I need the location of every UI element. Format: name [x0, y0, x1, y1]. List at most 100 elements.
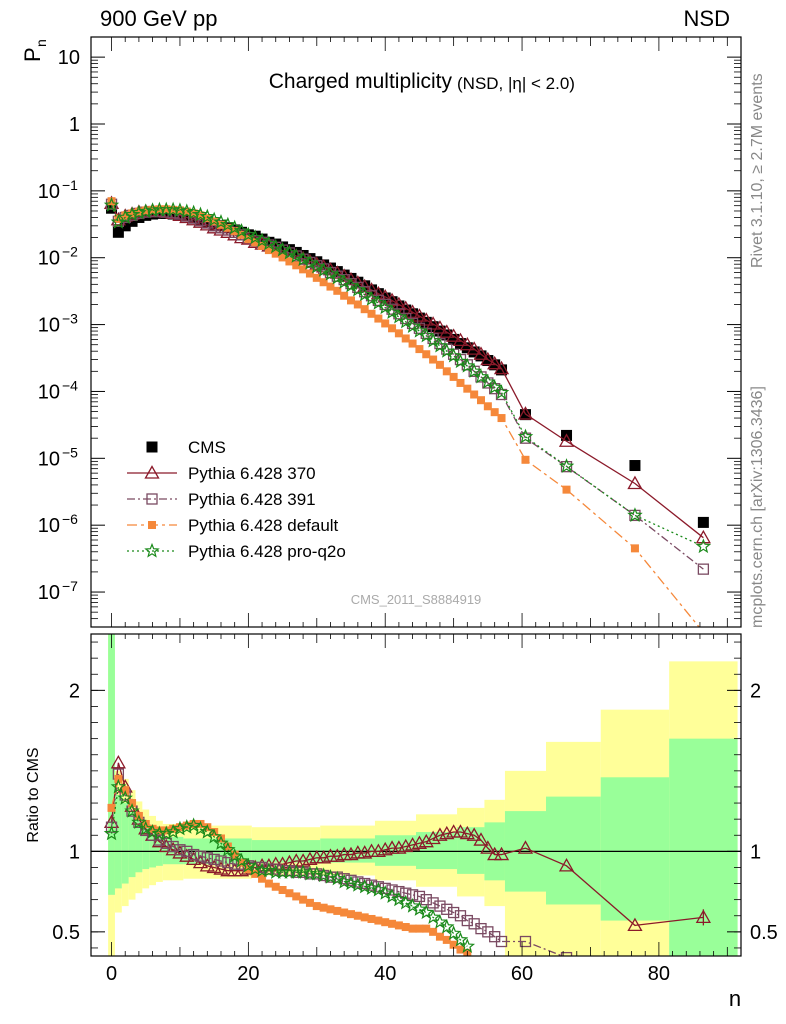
- y-tick-label: 10: [38, 248, 60, 270]
- pythia-6-428-default-ratio-point: [415, 924, 424, 933]
- pythia-6-428-pro-q2o-point: [558, 458, 575, 473]
- pythia-6-428-default-point: [699, 628, 707, 636]
- pythia-6-428-pro-q2o-point: [206, 211, 222, 227]
- chart-title: Charged multiplicity: [269, 70, 453, 93]
- pythia-6-428-default-ratio-point: [360, 913, 369, 922]
- pythia-6-428-pro-q2o-point: [517, 428, 534, 444]
- pythia-6-428-pro-q2o-point: [281, 244, 298, 260]
- pythia-6-428-pro-q2o-ratio-point: [110, 778, 127, 794]
- ratio-y-tick-label: 0.5: [52, 922, 80, 944]
- pythia-6-428-pro-q2o-ratio-point: [137, 820, 154, 836]
- pythia-6-428-370-ratio-point: [418, 833, 434, 848]
- pythia-6-428-default-point: [353, 300, 362, 309]
- pythia-6-428-default-point: [562, 485, 571, 494]
- pythia-6-428-default-point: [340, 291, 349, 300]
- pythia-6-428-391-ratio-point: [345, 874, 357, 886]
- pythia-6-428-391-ratio-point: [208, 853, 220, 866]
- pythia-6-428-391-ratio-point: [427, 897, 439, 909]
- pythia-6-428-default-point: [449, 372, 458, 381]
- pythia-6-428-391-ratio-point: [167, 840, 179, 853]
- x-tick-label: 80: [648, 963, 670, 985]
- pythia-6-428-default-ratio-point: [175, 823, 184, 832]
- pythia-6-428-pro-q2o-point: [452, 353, 469, 369]
- cms-point: [181, 210, 193, 222]
- pythia-6-428-pro-q2o-point: [315, 262, 332, 277]
- pythia-6-428-370-ratio-point: [206, 859, 222, 874]
- pythia-6-428-default-ratio-point: [408, 924, 417, 933]
- pythia-6-428-370-point: [357, 278, 373, 293]
- pythia-6-428-default-ratio-point: [223, 842, 232, 851]
- pythia-6-428-370-ratio-point: [558, 858, 575, 872]
- pythia-6-428-pro-q2o-point: [137, 203, 154, 219]
- pythia-6-428-370-point: [517, 406, 534, 420]
- pythia-6-428-pro-q2o-ratio-point: [240, 857, 257, 873]
- pythia-6-428-370-ratio-point: [213, 861, 229, 875]
- ratio-y-tick-label-right: 0.5: [750, 922, 778, 944]
- pythia-6-428-default-ratio-point: [347, 910, 355, 919]
- pythia-6-428-default-ratio-point: [292, 892, 301, 901]
- pythia-6-428-391-ratio-point: [560, 951, 573, 956]
- cms-point: [160, 207, 172, 219]
- pythia-6-428-370-ratio-point: [473, 832, 489, 846]
- pythia-6-428-default-ratio-point: [333, 906, 342, 915]
- pythia-6-428-default-ratio-point: [169, 824, 178, 833]
- pythia-6-428-default-ratio-point: [285, 889, 294, 898]
- pythia-6-428-default-point: [456, 378, 465, 387]
- pythia-6-428-370-point: [558, 433, 575, 447]
- pythia-6-428-370-ratio-point: [480, 840, 496, 854]
- pythia-6-428-default-ratio-point: [422, 924, 431, 933]
- pythia-6-428-default-point: [244, 235, 253, 244]
- pythia-6-428-391-line: [110, 204, 704, 570]
- pythia-6-428-default-point: [388, 324, 397, 333]
- ratio-panel: 0.5 0.51 12 20 20 40 60 80 Ratio to CMS n: [25, 633, 778, 1011]
- pythia-6-428-391-point: [489, 383, 501, 395]
- pythia-6-428-default-ratio-point: [271, 882, 280, 891]
- pythia-6-428-pro-q2o-ratio-point: [192, 820, 209, 836]
- pythia-6-428-default-ratio-point: [353, 911, 362, 920]
- pythia-6-428-370-point: [487, 355, 503, 370]
- pythia-6-428-pro-q2o-point: [493, 384, 510, 400]
- band-stat: [121, 803, 129, 884]
- pythia-6-428-pro-q2o-ratio-point: [336, 873, 352, 889]
- pythia-6-428-pro-q2o-point: [397, 313, 414, 329]
- pythia-6-428-pro-q2o-point: [247, 229, 263, 245]
- pythia-6-428-370-point: [425, 316, 441, 330]
- legend-label: Pythia 6.428 391: [188, 490, 316, 509]
- pythia-6-428-370-ratio-point: [151, 833, 168, 848]
- pythia-6-428-pro-q2o-point: [336, 274, 352, 289]
- pythia-6-428-default-point: [175, 206, 184, 215]
- pythia-6-428-default-ratio-point: [162, 826, 171, 835]
- y-axis-title-sub: n: [33, 39, 49, 47]
- cms-point: [427, 321, 439, 333]
- watermark-label: CMS_2011_S8884919: [351, 592, 482, 607]
- ratio-y-axis-title: Ratio to CMS: [25, 747, 42, 842]
- pythia-6-428-391-ratio-point: [441, 903, 453, 915]
- pythia-6-428-default-ratio-point: [155, 826, 164, 835]
- pythia-6-428-default-point: [121, 211, 130, 220]
- ratio-y-tick-label: 1: [69, 841, 80, 863]
- legend-label: Pythia 6.428 pro-q2o: [188, 542, 346, 561]
- pythia-6-428-370-ratio-point: [459, 825, 475, 840]
- pythia-6-428-default-point: [251, 238, 260, 247]
- pythia-6-428-default-ratio-point: [401, 923, 410, 932]
- legend: CMS Pythia 6.428 370 Pythia 6.428 391 Pythi…: [127, 438, 346, 561]
- pythia-6-428-pro-q2o-point: [695, 538, 712, 554]
- pythia-6-428-default-point: [381, 319, 390, 328]
- pythia-6-428-pro-q2o-ratio-point: [172, 820, 188, 836]
- band-stat: [108, 634, 115, 895]
- y-tick-label: 10: [38, 448, 60, 470]
- pythia-6-428-default-point: [107, 197, 116, 206]
- pythia-6-428-pro-q2o-ratio-point: [411, 901, 428, 916]
- pythia-6-428-pro-q2o-point: [627, 507, 643, 523]
- legend-entry-pythia-6-428-default: Pythia 6.428 default: [127, 516, 339, 535]
- pythia-6-428-pro-q2o-point: [131, 204, 147, 220]
- legend-entry-pythia-6-428-pro-q2o: Pythia 6.428 pro-q2o: [127, 542, 346, 561]
- y-tick-exponent: −3: [62, 311, 78, 327]
- pythia-6-428-pro-q2o-point: [103, 197, 120, 212]
- pythia-6-428-pro-q2o-ratio-point: [356, 878, 373, 894]
- pythia-6-428-pro-q2o-point: [445, 347, 462, 363]
- pythia-6-428-pro-q2o-ratio-point: [213, 835, 229, 850]
- pythia-6-428-pro-q2o-ratio-point: [384, 888, 400, 904]
- pythia-6-428-370-ratio-point: [425, 830, 441, 845]
